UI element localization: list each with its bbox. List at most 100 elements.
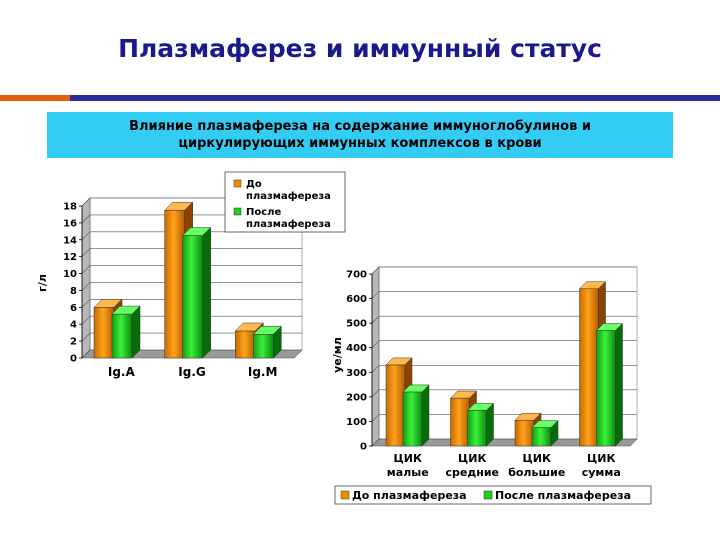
legend-chart-1-label-0-1: плазмафереза — [246, 190, 331, 202]
chart-immunoglobulins-bar-1-0-front — [164, 209, 185, 359]
chart-immune-complexes-side-wall — [371, 266, 380, 447]
chart-immunoglobulins-tick-label-8: 16 — [63, 218, 77, 229]
chart-immune-complexes-tick-label-3: 300 — [346, 368, 367, 379]
chart-immune-complexes-bar-3-1-front — [596, 330, 616, 447]
chart-immune-complexes-bar-1-1 — [466, 402, 495, 447]
chart-immune-complexes-category-label-2-1: большие — [508, 466, 565, 479]
chart-immune-complexes-category-label-0-0: ЦИК — [394, 452, 422, 465]
legend-chart-1-box — [224, 171, 346, 233]
chart-immunoglobulins-grid-diag-6 — [81, 248, 91, 257]
chart-immunoglobulins-bar-1-1-side — [202, 226, 211, 359]
chart-immunoglobulins-tick-label-3: 6 — [70, 303, 77, 314]
chart-immunoglobulins-bar-0-1-side — [131, 305, 141, 359]
chart-immunoglobulins-bar-0-1 — [111, 305, 141, 359]
chart-immune-complexes-bar-0-0-front — [385, 364, 406, 447]
chart-immune-complexes-grid-diag-5 — [371, 315, 380, 324]
chart-immune-complexes-category-label-2-0: ЦИК — [523, 452, 551, 465]
chart-immunoglobulins-category-label-2: Ig.M — [248, 365, 278, 379]
chart-immune-complexes-bar-2-1-side — [550, 419, 559, 447]
chart-immune-complexes-grid-diag-1 — [371, 414, 380, 422]
chart-immune-complexes-bar-2-1-front — [531, 427, 552, 447]
legend-chart-1-swatch-0 — [233, 179, 242, 188]
chart-immune-complexes-bar-0-1 — [402, 384, 430, 447]
chart-immune-complexes-category-label-1-1: средние — [445, 466, 499, 479]
chart-immunoglobulins-bar-2-1-side — [273, 325, 282, 359]
chart-immune-complexes-bar-3-1 — [595, 322, 624, 447]
chart-immunoglobulins-grid-diag-3 — [81, 299, 91, 308]
chart-immune-complexes-bar-2-0-front — [514, 419, 535, 447]
chart-immune-complexes-bar-1-0-front — [450, 397, 470, 447]
chart-immunoglobulins-bar-0-0-front — [93, 307, 115, 359]
chart-immunoglobulins-bar-1-1-front — [182, 235, 203, 359]
chart-immunoglobulins-grid-diag-1 — [81, 332, 91, 342]
chart-immune-complexes-tick-label-7: 700 — [346, 270, 367, 281]
chart-immune-complexes-tick-label-0: 0 — [360, 442, 367, 453]
legend-chart-1-label-1-1: плазмафереза — [246, 218, 331, 230]
legend-chart-1-label-1-0: После — [246, 207, 281, 218]
chart-immunoglobulins-bar-2-1 — [252, 325, 282, 359]
legend-chart-1-label-0-0: До — [246, 179, 262, 190]
legend-chart-2-box — [334, 485, 652, 505]
chart-immunoglobulins-grid-diag-5 — [81, 265, 91, 274]
chart-immunoglobulins-category-label-0: Ig.A — [108, 365, 136, 379]
chart-immune-complexes-grid-diag-3 — [371, 365, 380, 373]
chart-immune-complexes-y-axis-label: уе/мл — [331, 337, 344, 373]
title-accent-bar — [0, 95, 720, 101]
subtitle-box: Влияние плазмафереза на содержание иммун… — [47, 112, 673, 158]
legend-chart-2-swatch-0 — [340, 490, 350, 500]
chart-immune-complexes-category-label-3-1: сумма — [582, 466, 621, 479]
legend-chart-2-label-1: После плазмафереза — [495, 489, 631, 502]
chart-immunoglobulins-bar-2-0-front — [235, 330, 256, 359]
chart-immunoglobulins-tick-label-4: 8 — [70, 286, 77, 297]
chart-immune-complexes-category-label-0-1: малые — [387, 466, 429, 479]
chart-immunoglobulins-grid-diag-0 — [81, 349, 91, 359]
chart-immune-complexes-grid-diag-2 — [371, 389, 380, 398]
chart-immunoglobulins-grid-diag-7 — [81, 231, 91, 240]
chart-immune-complexes-category-label-3-0: ЦИК — [587, 452, 615, 465]
chart-immunoglobulins-grid-diag-2 — [81, 316, 91, 325]
chart-immune-complexes-bar-0-1-front — [402, 391, 423, 447]
chart-immunoglobulins-tick-label-9: 18 — [63, 202, 77, 213]
chart-immune-complexes-bar-3-1-side — [615, 322, 623, 447]
chart-immune-complexes-grid-diag-4 — [371, 340, 380, 348]
chart-immunoglobulins-grid-diag-9 — [81, 197, 91, 207]
chart-immune-complexes-bar-0-1-side — [421, 384, 430, 447]
legend-chart-1-swatch-1 — [233, 207, 242, 216]
slide-title: Плазмаферез и иммунный статус — [118, 34, 602, 63]
chart-immune-complexes-bar-2-1 — [531, 419, 559, 447]
chart-immune-complexes-bar-1-1-side — [486, 402, 494, 447]
chart-immunoglobulins-tick-label-0: 0 — [70, 354, 77, 365]
chart-immune-complexes-tick-label-5: 500 — [346, 319, 367, 330]
chart-immune-complexes-bar-3-0-front — [579, 288, 599, 447]
chart-immune-complexes-tick-label-2: 200 — [346, 392, 367, 403]
chart-immunoglobulins-y-axis-label: г/л — [36, 274, 49, 292]
legend-chart-2: До плазмафереза После плазмафереза — [334, 485, 652, 505]
chart-immune-complexes-grid-diag-6 — [371, 291, 380, 299]
chart-immunoglobulins-bar-0-1-front — [111, 313, 133, 359]
chart-immune-complexes-grid-diag-7 — [371, 266, 380, 275]
legend-chart-2-swatch-1 — [483, 490, 493, 500]
chart-immunoglobulins-grid-diag-4 — [81, 282, 91, 291]
chart-immune-complexes-bar-1-1-front — [467, 410, 487, 447]
chart-immunoglobulins-tick-label-2: 4 — [70, 320, 77, 331]
chart-immunoglobulins-bar-2-1-front — [253, 334, 274, 359]
accent-bar-blue — [70, 95, 720, 101]
chart-immunoglobulins-tick-label-5: 10 — [63, 269, 77, 280]
chart-immunoglobulins-tick-label-1: 2 — [70, 337, 77, 348]
chart-immune-complexes: 0100200300400500600700уе/млЦИКмалыеЦИКср… — [331, 266, 638, 479]
chart-immune-complexes-tick-label-1: 100 — [346, 417, 367, 428]
chart-immunoglobulins-category-label-1: Ig.G — [178, 365, 205, 379]
legend-chart-2-label-0: До плазмафереза — [352, 489, 467, 502]
chart-immunoglobulins-grid-diag-8 — [81, 214, 91, 224]
accent-bar-orange — [0, 95, 70, 101]
subtitle-line-1: Влияние плазмафереза на содержание иммун… — [129, 119, 591, 134]
chart-immune-complexes-tick-label-4: 400 — [346, 343, 367, 354]
chart-immune-complexes-grid-diag-0 — [371, 438, 380, 447]
subtitle-line-2: циркулирующих иммунных комплексов в кров… — [178, 136, 542, 151]
chart-immunoglobulins-tick-label-7: 14 — [63, 235, 77, 246]
chart-immune-complexes-category-label-1-0: ЦИК — [458, 452, 486, 465]
chart-immunoglobulins-bar-1-1 — [182, 226, 212, 359]
chart-immunoglobulins-tick-label-6: 12 — [63, 252, 77, 263]
